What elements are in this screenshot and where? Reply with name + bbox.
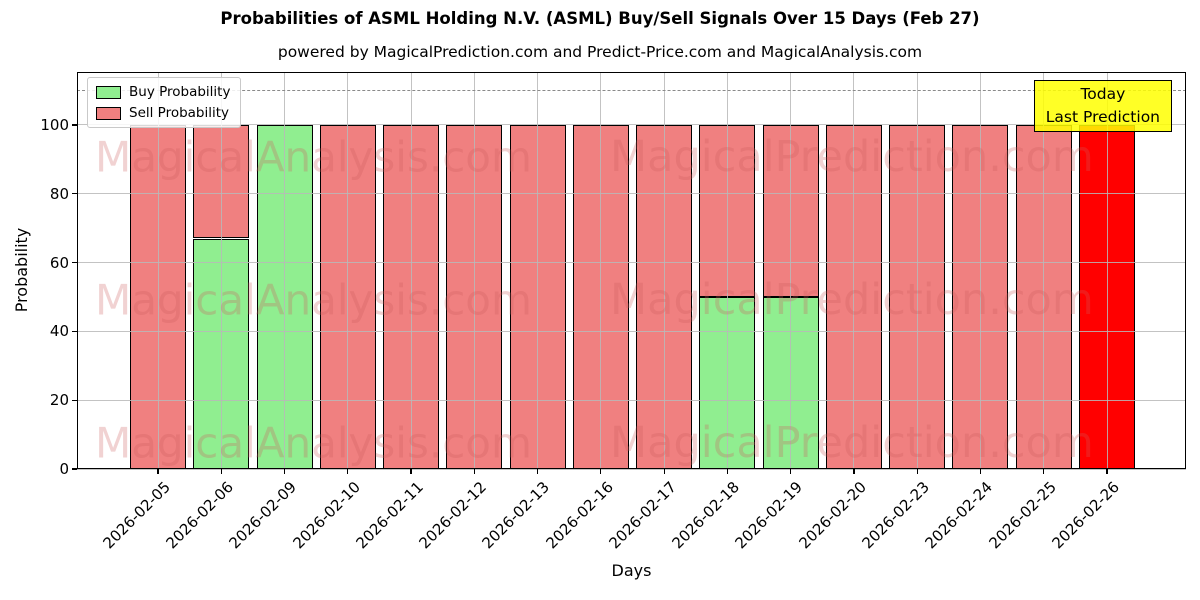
today-annotation-line1: Today	[1080, 85, 1126, 103]
vertical-gridline	[410, 72, 412, 469]
x-axis-label: Days	[611, 561, 652, 580]
vertical-gridline	[347, 72, 349, 469]
x-tick-label: 2026-02-05	[99, 478, 174, 553]
y-tick-mark	[72, 330, 77, 332]
x-tick-label: 2026-02-19	[732, 478, 807, 553]
today-annotation: Today Last Prediction	[1033, 80, 1172, 132]
vertical-gridline	[726, 72, 728, 469]
legend-label-buy: Buy Probability	[129, 84, 231, 100]
horizontal-gridline	[77, 330, 1186, 332]
x-tick-label: 2026-02-17	[605, 478, 680, 553]
x-tick-mark	[283, 469, 286, 474]
horizontal-gridline	[77, 468, 1186, 470]
x-tick-mark	[600, 469, 602, 474]
x-tick-label: 2026-02-13	[478, 478, 554, 553]
x-tick-label: 2026-02-26	[1048, 478, 1123, 553]
x-tick-label: 2026-02-20	[795, 478, 870, 553]
x-tick-label: 2026-02-24	[921, 478, 997, 553]
y-tick-label: 0	[59, 460, 69, 478]
x-tick-mark	[663, 469, 665, 474]
y-tick-mark	[72, 193, 77, 195]
x-tick-label: 2026-02-25	[985, 478, 1060, 553]
watermark-text: MagicalPrediction.com	[610, 132, 1094, 182]
x-tick-label: 2026-02-06	[162, 478, 238, 553]
y-tick-mark	[72, 468, 77, 470]
x-tick-mark	[473, 469, 475, 474]
x-tick-mark	[347, 469, 349, 474]
watermark-text: MagicalAnalysis.com	[95, 275, 532, 325]
y-tick-mark	[72, 399, 77, 401]
vertical-gridline	[220, 72, 222, 469]
horizontal-gridline	[77, 262, 1186, 264]
x-tick-mark	[220, 469, 222, 474]
x-tick-label: 2026-02-23	[858, 478, 933, 553]
chart-subtitle: powered by MagicalPrediction.com and Pre…	[277, 43, 923, 61]
vertical-gridline	[1106, 72, 1108, 469]
vertical-gridline	[157, 72, 159, 469]
x-tick-mark	[726, 469, 728, 474]
horizontal-gridline	[77, 193, 1186, 195]
vertical-gridline	[916, 72, 918, 469]
x-tick-mark	[410, 469, 412, 474]
legend-label-sell: Sell Probability	[129, 105, 230, 121]
x-tick-mark	[790, 469, 792, 474]
y-tick-mark	[72, 124, 77, 126]
x-tick-label: 2026-02-12	[415, 478, 491, 553]
x-tick-mark	[853, 469, 855, 474]
y-tick-mark	[72, 261, 77, 264]
vertical-gridline	[790, 72, 792, 469]
y-tick-label: 100	[40, 115, 69, 134]
dashed-guide-line	[77, 89, 1186, 91]
horizontal-gridline	[77, 399, 1186, 401]
x-tick-mark	[537, 469, 539, 474]
watermark-text: MagicalPrediction.com	[610, 275, 1094, 325]
x-tick-label: 2026-02-09	[225, 478, 301, 553]
horizontal-gridline	[77, 124, 1186, 126]
x-tick-label: 2026-02-16	[542, 478, 617, 553]
watermark-text: MagicalPrediction.com	[610, 418, 1094, 468]
vertical-gridline	[284, 72, 286, 469]
today-annotation-line2: Last Prediction	[1045, 107, 1160, 126]
x-tick-label: 2026-02-10	[289, 478, 364, 553]
vertical-gridline	[853, 72, 855, 469]
x-tick-mark	[1043, 469, 1045, 474]
y-tick-label: 20	[49, 391, 69, 410]
y-tick-label: 80	[49, 184, 69, 203]
x-tick-label: 2026-02-11	[352, 478, 427, 553]
y-tick-label: 60	[49, 253, 69, 272]
x-tick-label: 2026-02-18	[668, 478, 744, 553]
sell-probability-swatch	[96, 106, 121, 120]
buy-probability-swatch	[96, 85, 121, 99]
watermark-text: MagicalAnalysis.com	[95, 132, 532, 182]
vertical-gridline	[979, 72, 981, 469]
vertical-gridline	[537, 72, 539, 469]
chart-title: Probabilities of ASML Holding N.V. (ASML…	[220, 9, 980, 28]
vertical-gridline	[663, 72, 665, 469]
vertical-gridline	[1043, 72, 1045, 469]
vertical-gridline	[600, 72, 602, 469]
watermark-text: MagicalAnalysis.com	[95, 418, 532, 468]
x-tick-mark	[916, 469, 918, 474]
vertical-gridline	[473, 72, 475, 469]
y-tick-label: 40	[49, 322, 69, 341]
x-tick-mark	[1106, 469, 1108, 474]
x-tick-mark	[157, 469, 159, 474]
legend-item-sell: Sell Probability	[96, 105, 230, 121]
x-tick-mark	[979, 469, 982, 474]
legend: Buy Probability Sell Probability	[87, 77, 242, 128]
legend-item-buy: Buy Probability	[96, 84, 230, 100]
